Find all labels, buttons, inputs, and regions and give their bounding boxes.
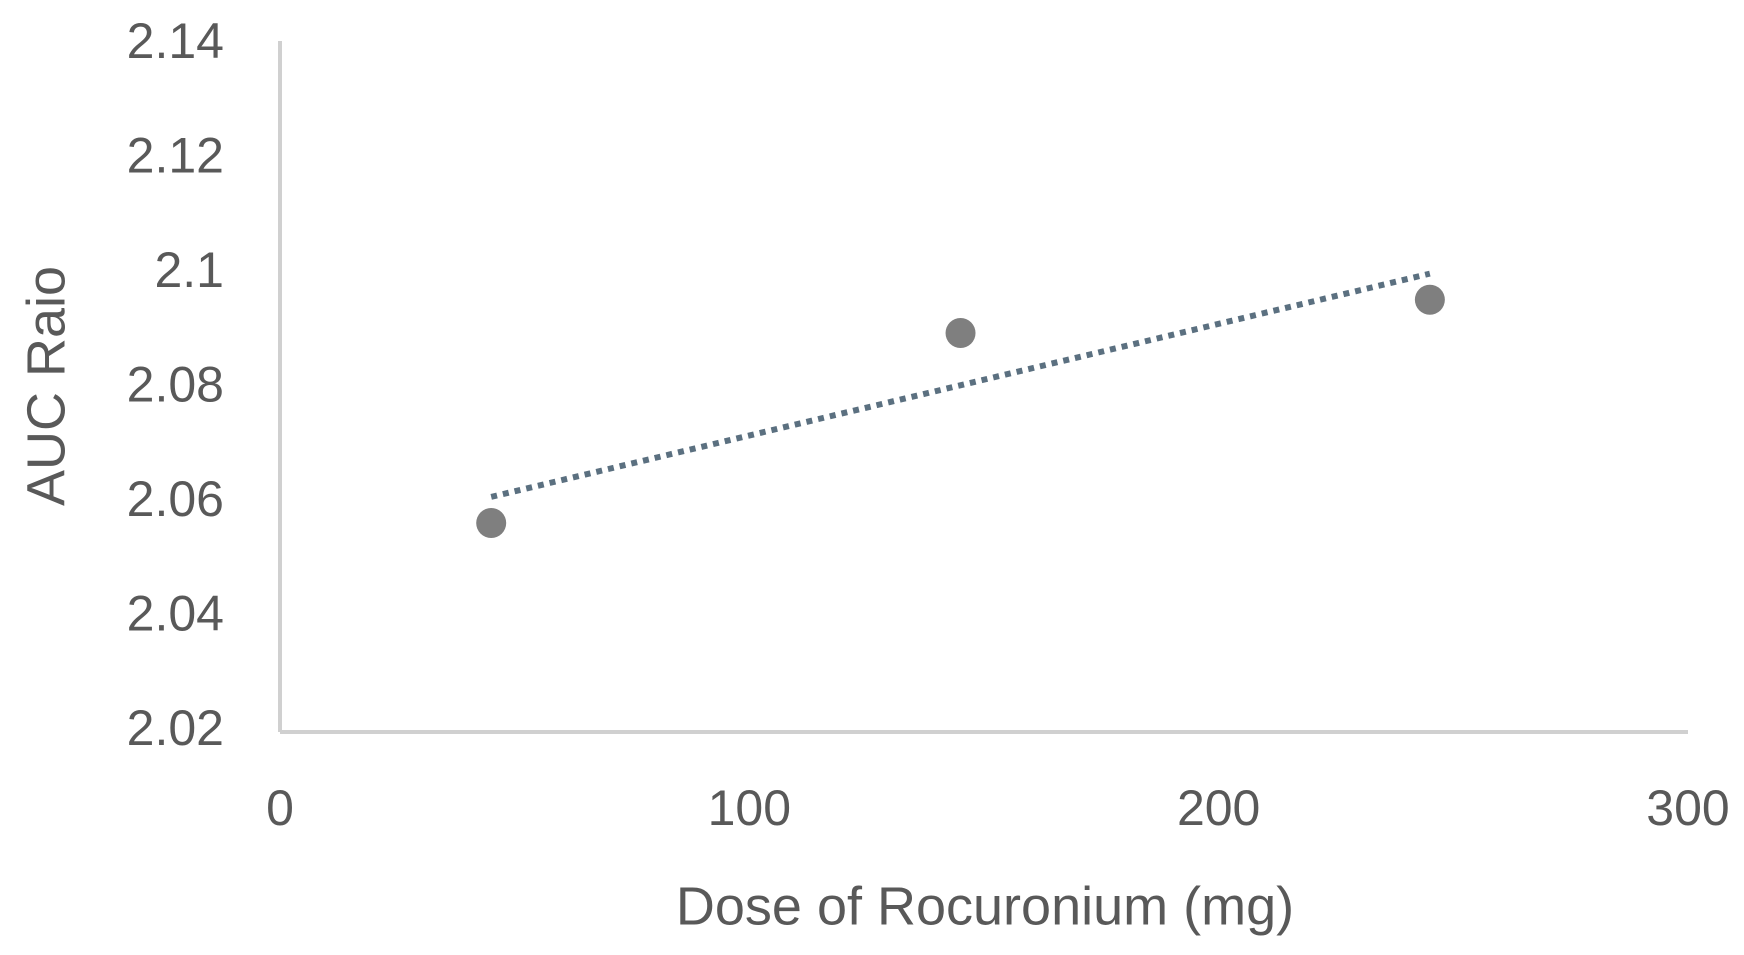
y-tick-label: 2.08 [127,357,224,413]
trendline [490,270,1431,500]
data-point [945,317,976,348]
data-point [1414,284,1445,315]
y-tick-label: 2.14 [127,13,224,69]
x-tick-label: 200 [1177,780,1260,836]
x-tick-label: 100 [708,780,791,836]
y-tick-label: 2.02 [127,700,224,756]
y-axis-title: AUC Raio [16,266,76,506]
x-axis-title: Dose of Rocuronium (mg) [676,876,1294,936]
data-point [476,508,507,539]
y-tick-label: 2.06 [127,471,224,527]
x-tick-label: 300 [1646,780,1729,836]
y-tick-label: 2.1 [154,242,224,298]
y-tick-label: 2.04 [127,586,224,642]
y-tick-label: 2.12 [127,128,224,184]
x-tick-label: 0 [266,780,294,836]
